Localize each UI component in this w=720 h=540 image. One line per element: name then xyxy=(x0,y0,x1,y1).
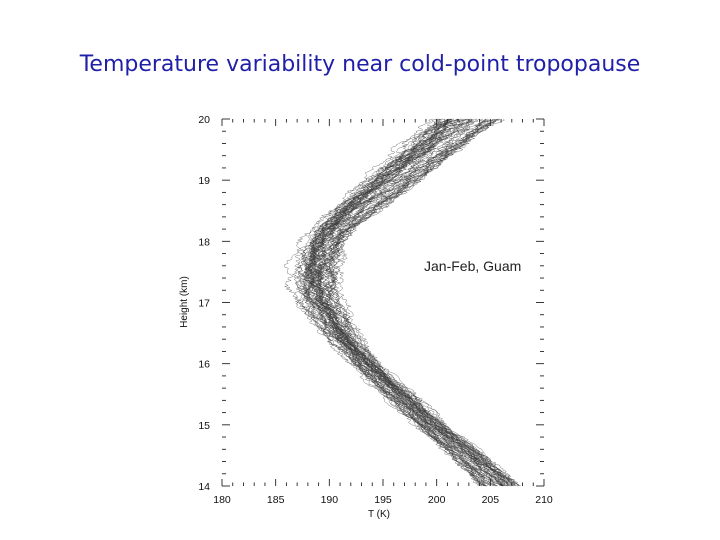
y-tick-label: 17 xyxy=(198,298,210,310)
profile-line xyxy=(291,118,486,487)
profile-line xyxy=(300,118,488,487)
profile-line xyxy=(327,118,515,487)
profile-line xyxy=(302,118,498,487)
x-tick-label: 210 xyxy=(535,494,553,506)
x-tick-label: 190 xyxy=(321,494,339,506)
profile-line xyxy=(310,118,520,487)
y-tick-label: 19 xyxy=(198,175,210,187)
y-tick-label: 15 xyxy=(198,420,210,432)
profile-line xyxy=(313,118,496,487)
slide-title: Temperature variability near cold-point … xyxy=(79,52,641,77)
y-tick-label: 16 xyxy=(198,359,210,371)
profile-line xyxy=(323,118,498,487)
profile-line xyxy=(331,118,519,487)
y-axis-label: Height (km) xyxy=(179,276,190,328)
profile-line xyxy=(328,118,514,487)
chart-annotation: Jan-Feb, Guam xyxy=(424,258,521,274)
temperature-profiles xyxy=(283,118,521,487)
profile-line xyxy=(324,118,500,487)
x-tick-label: 185 xyxy=(267,494,285,506)
profile-line xyxy=(316,118,519,487)
profile-line xyxy=(325,118,503,487)
profile-line xyxy=(295,118,490,487)
tick-labels: 180 185 190 195 200 205 210 14 15 16 17 18 19 20 xyxy=(198,114,553,506)
profile-line xyxy=(283,118,485,487)
profile-line xyxy=(318,119,518,487)
axis-ticks xyxy=(221,118,545,487)
x-axis-label: T (K) xyxy=(368,509,390,520)
profile-line xyxy=(315,118,506,487)
x-tick-label: 205 xyxy=(482,494,500,506)
profile-line xyxy=(310,118,514,487)
profile-line xyxy=(322,118,513,487)
profile-line xyxy=(303,118,496,487)
profile-line xyxy=(305,118,487,487)
profile-line xyxy=(328,118,515,487)
y-tick-label: 20 xyxy=(198,114,210,126)
x-tick-label: 200 xyxy=(428,494,446,506)
profile-line xyxy=(304,118,487,487)
profile-line xyxy=(309,118,505,487)
profile-line xyxy=(317,118,500,487)
x-tick-label: 195 xyxy=(374,494,392,506)
y-tick-label: 18 xyxy=(198,236,210,248)
y-tick-label: 14 xyxy=(198,481,210,493)
profile-line xyxy=(295,118,479,487)
profile-line xyxy=(308,118,521,487)
x-tick-label: 180 xyxy=(213,494,231,506)
profile-line xyxy=(323,118,512,487)
profile-line xyxy=(302,118,513,487)
